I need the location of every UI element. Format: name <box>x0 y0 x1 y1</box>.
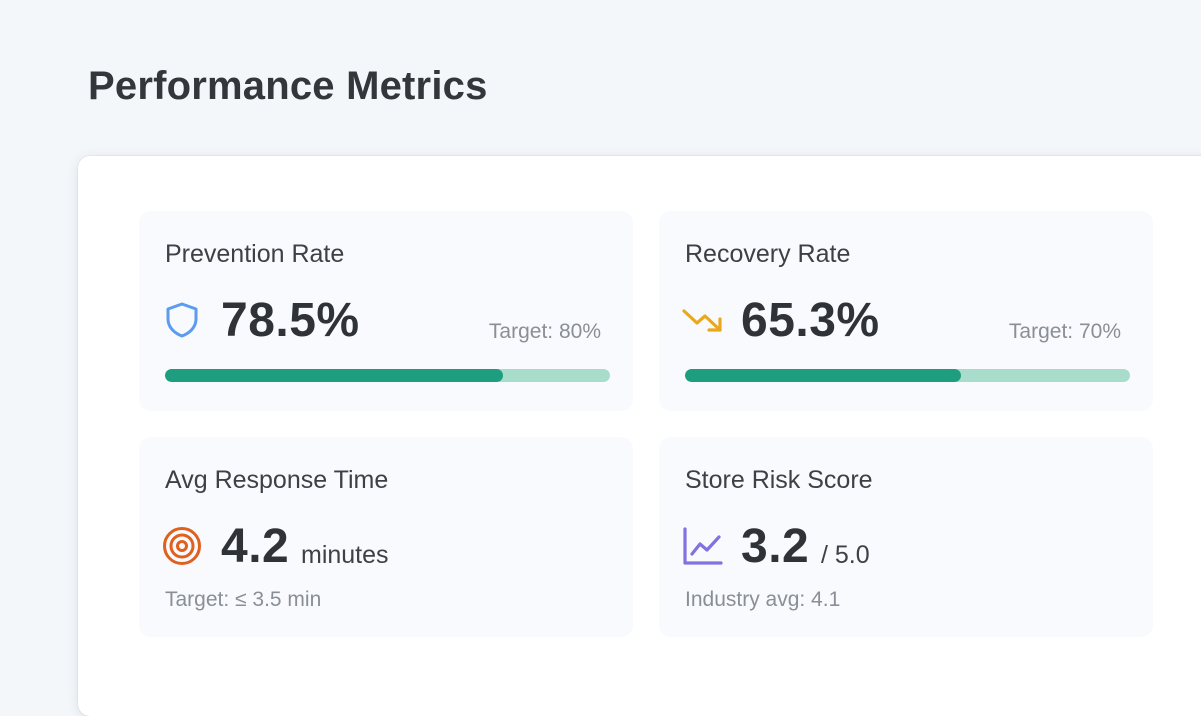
avg-response-time-target: Target: ≤ 3.5 min <box>165 588 322 611</box>
trending-down-icon <box>681 299 727 341</box>
prevention-rate-label: Prevention Rate <box>165 240 345 268</box>
shield-icon <box>161 299 203 341</box>
prevention-rate-target: Target: 80% <box>488 320 601 343</box>
page-title: Performance Metrics <box>88 64 488 108</box>
prevention-rate-card: Prevention Rate 78.5% Target: 80% <box>139 211 633 411</box>
prevention-rate-value: 78.5% <box>221 294 360 347</box>
store-risk-score-scale: / 5.0 <box>821 541 870 569</box>
recovery-rate-progress-fill <box>685 369 961 382</box>
target-icon <box>161 525 203 567</box>
store-risk-score-industry-avg: Industry avg: 4.1 <box>685 588 841 611</box>
recovery-rate-progress <box>685 369 1130 382</box>
store-risk-score-card: Store Risk Score 3.2 / 5.0 Industry avg:… <box>659 437 1153 637</box>
recovery-rate-value: 65.3% <box>741 294 880 347</box>
avg-response-time-unit: minutes <box>301 541 389 569</box>
recovery-rate-label: Recovery Rate <box>685 240 851 268</box>
metrics-panel: Prevention Rate 78.5% Target: 80% Recove… <box>78 156 1201 716</box>
store-risk-score-value: 3.2 <box>741 520 810 573</box>
recovery-rate-target: Target: 70% <box>1008 320 1121 343</box>
recovery-rate-card: Recovery Rate 65.3% Target: 70% <box>659 211 1153 411</box>
avg-response-time-value: 4.2 <box>221 520 290 573</box>
prevention-rate-progress-fill <box>165 369 504 382</box>
line-chart-icon <box>681 525 723 567</box>
prevention-rate-progress <box>165 369 610 382</box>
store-risk-score-label: Store Risk Score <box>685 466 873 494</box>
avg-response-time-label: Avg Response Time <box>165 466 389 494</box>
avg-response-time-card: Avg Response Time 4.2 minutes Target: ≤ … <box>139 437 633 637</box>
